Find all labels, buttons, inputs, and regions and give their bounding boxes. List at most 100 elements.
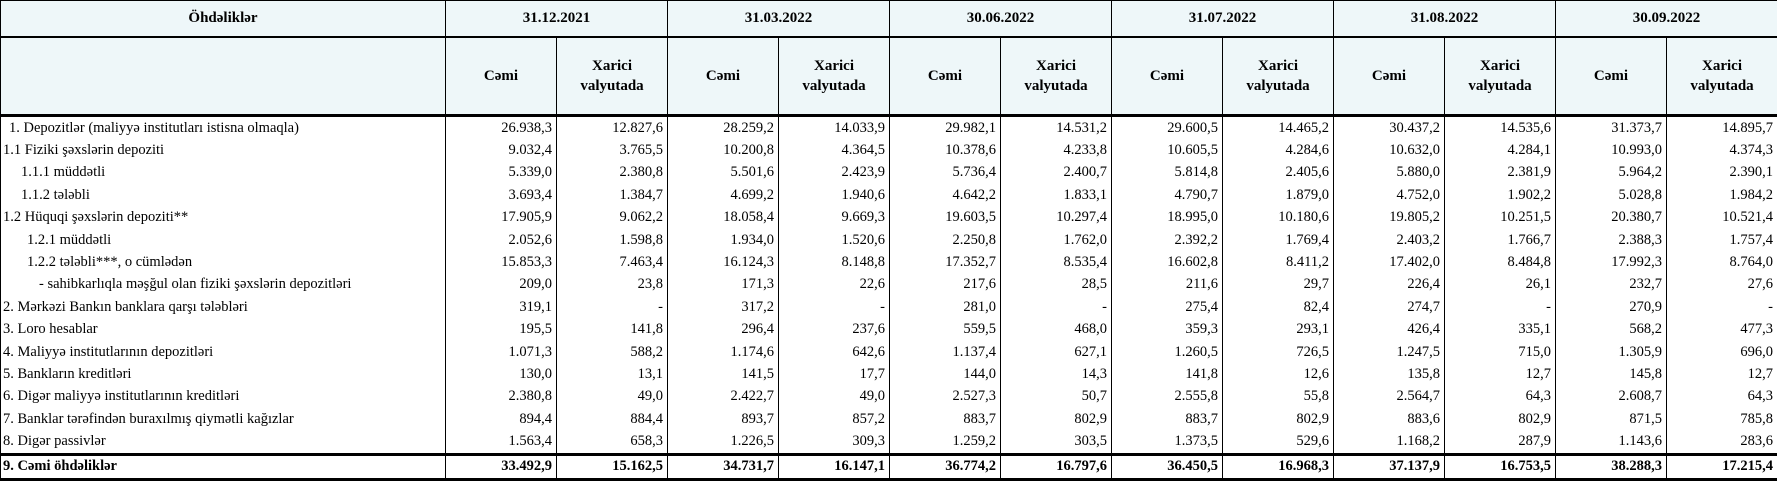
cell-total: 26.938,3 — [445, 115, 557, 140]
column-header-date: 30.06.2022 — [889, 0, 1112, 38]
subheader-foreign-line2: valyutada — [1468, 78, 1532, 94]
row-label: 1.1.2 tələbli — [0, 184, 446, 207]
cell-total: 29.982,1 — [889, 115, 1001, 140]
cell-foreign-currency: 49,0 — [556, 385, 668, 409]
cell-total: 15.853,3 — [445, 251, 557, 274]
row-label: 4. Maliyyə institutlarının depozitləri — [0, 340, 446, 364]
cell-foreign-currency: 529,6 — [1222, 430, 1334, 455]
cell-total: 226,4 — [1333, 273, 1445, 297]
cell-foreign-currency: 26,1 — [1444, 273, 1556, 297]
subheader-foreign-currency: Xarici valyutada — [1444, 36, 1556, 117]
cell-foreign-currency: 14.895,7 — [1666, 115, 1777, 140]
cell-total: 37.137,9 — [1333, 452, 1445, 481]
cell-foreign-currency: 4.364,5 — [778, 139, 890, 162]
cell-total: 171,3 — [667, 273, 779, 297]
cell-total: 1.071,3 — [445, 340, 557, 364]
cell-foreign-currency: 14.033,9 — [778, 115, 890, 140]
cell-foreign-currency: 2.380,8 — [556, 161, 668, 185]
cell-total: 5.964,2 — [1555, 161, 1667, 185]
cell-foreign-currency: 14.535,6 — [1444, 115, 1556, 140]
cell-foreign-currency: 1.762,0 — [1000, 228, 1112, 252]
cell-foreign-currency: 27,6 — [1666, 273, 1777, 297]
subheader-foreign-currency: Xarici valyutada — [1666, 36, 1777, 117]
cell-total: 211,6 — [1111, 273, 1223, 297]
cell-total: 36.450,5 — [1111, 452, 1223, 481]
cell-foreign-currency: 82,4 — [1222, 296, 1334, 319]
cell-foreign-currency: 2.423,9 — [778, 161, 890, 185]
cell-total: 5.736,4 — [889, 161, 1001, 185]
cell-total: 5.880,0 — [1333, 161, 1445, 185]
subheader-foreign-line1: Xarici — [1702, 58, 1742, 74]
cell-foreign-currency: 468,0 — [1000, 318, 1112, 341]
cell-foreign-currency: 287,9 — [1444, 430, 1556, 455]
cell-total: 2.422,7 — [667, 385, 779, 409]
column-header-date: 31.07.2022 — [1111, 0, 1334, 38]
cell-foreign-currency: 15.162,5 — [556, 452, 668, 481]
cell-total: 1.305,9 — [1555, 340, 1667, 364]
cell-total: 1.137,4 — [889, 340, 1001, 364]
cell-total: 894,4 — [445, 408, 557, 431]
cell-foreign-currency: 12.827,6 — [556, 115, 668, 140]
cell-foreign-currency: - — [1666, 296, 1777, 319]
cell-total: 5.339,0 — [445, 161, 557, 185]
cell-foreign-currency: 884,4 — [556, 408, 668, 431]
cell-foreign-currency: 309,3 — [778, 430, 890, 455]
row-label: 2. Mərkəzi Bankın banklara qarşı tələblə… — [0, 296, 446, 319]
table-row: 7. Banklar tərəfindən buraxılmış qiymətl… — [0, 408, 1777, 431]
cell-foreign-currency: 857,2 — [778, 408, 890, 431]
cell-foreign-currency: 4.233,8 — [1000, 139, 1112, 162]
subheader-foreign-line1: Xarici — [1036, 58, 1076, 74]
cell-total: 10.993,0 — [1555, 139, 1667, 162]
subheader-total: Cəmi — [1555, 36, 1667, 117]
cell-foreign-currency: 16.797,6 — [1000, 452, 1112, 481]
cell-total: 29.600,5 — [1111, 115, 1223, 140]
cell-total: 871,5 — [1555, 408, 1667, 431]
cell-foreign-currency: 10.297,4 — [1000, 206, 1112, 229]
cell-foreign-currency: 802,9 — [1444, 408, 1556, 431]
cell-total: 141,5 — [667, 363, 779, 386]
cell-foreign-currency: - — [1000, 296, 1112, 319]
cell-total: 274,7 — [1333, 296, 1445, 319]
cell-foreign-currency: 696,0 — [1666, 340, 1777, 364]
cell-total: 893,7 — [667, 408, 779, 431]
row-label: 1.1.1 müddətli — [0, 161, 446, 185]
cell-total: 4.642,2 — [889, 184, 1001, 207]
cell-foreign-currency: 9.669,3 — [778, 206, 890, 229]
subheader-total: Cəmi — [667, 36, 779, 117]
cell-foreign-currency: - — [1444, 296, 1556, 319]
subheader-total: Cəmi — [889, 36, 1001, 117]
liabilities-table: Öhdəliklər 31.12.2021 31.03.2022 30.06.202… — [0, 0, 1777, 481]
cell-total: 10.378,6 — [889, 139, 1001, 162]
cell-total: 317,2 — [667, 296, 779, 319]
row-label: 6. Digər maliyyə institutlarının kreditl… — [0, 385, 446, 409]
cell-total: 1.168,2 — [1333, 430, 1445, 455]
subheader-foreign-currency: Xarici valyutada — [1222, 36, 1334, 117]
cell-total: 2.608,7 — [1555, 385, 1667, 409]
cell-total: 20.380,7 — [1555, 206, 1667, 229]
cell-total: 17.352,7 — [889, 251, 1001, 274]
cell-total: 359,3 — [1111, 318, 1223, 341]
cell-foreign-currency: 283,6 — [1666, 430, 1777, 455]
cell-total: 559,5 — [889, 318, 1001, 341]
cell-total: 17.402,0 — [1333, 251, 1445, 274]
cell-foreign-currency: 16.968,3 — [1222, 452, 1334, 481]
cell-total: 275,4 — [1111, 296, 1223, 319]
cell-foreign-currency: 55,8 — [1222, 385, 1334, 409]
cell-foreign-currency: 7.463,4 — [556, 251, 668, 274]
cell-foreign-currency: 8.484,8 — [1444, 251, 1556, 274]
cell-foreign-currency: 50,7 — [1000, 385, 1112, 409]
cell-total: 5.501,6 — [667, 161, 779, 185]
cell-foreign-currency: 8.764,0 — [1666, 251, 1777, 274]
cell-total: 2.392,2 — [1111, 228, 1223, 252]
cell-total: 319,1 — [445, 296, 557, 319]
table-row: 3. Loro hesablar 195,5 141,8 296,4 237,6 559,… — [0, 318, 1777, 341]
column-header-date: 31.08.2022 — [1333, 0, 1556, 38]
cell-total: 144,0 — [889, 363, 1001, 386]
cell-total: 1.247,5 — [1333, 340, 1445, 364]
cell-foreign-currency: 1.879,0 — [1222, 184, 1334, 207]
cell-total: 2.250,8 — [889, 228, 1001, 252]
cell-foreign-currency: 17.215,4 — [1666, 452, 1777, 481]
subheader-foreign-line1: Xarici — [1480, 58, 1520, 74]
cell-total: 31.373,7 — [1555, 115, 1667, 140]
cell-foreign-currency: 1.384,7 — [556, 184, 668, 207]
